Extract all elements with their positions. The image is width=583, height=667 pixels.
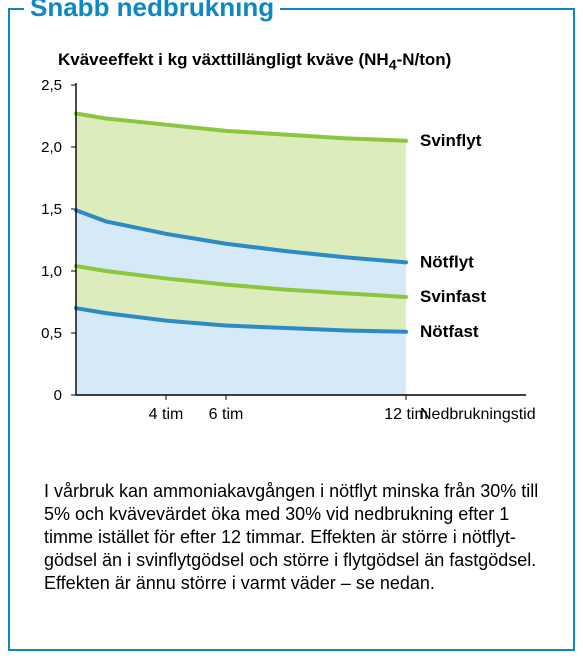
svg-text:1,5: 1,5 xyxy=(41,201,62,218)
series-label-svinfast: Svinfast xyxy=(420,287,486,306)
body-text: I vårbruk kan ammoniakavgången i nötflyt… xyxy=(44,480,544,595)
chart-title: Kväveeffekt i kg växttillängligt kväve (… xyxy=(58,50,555,73)
svg-text:2,0: 2,0 xyxy=(41,139,62,156)
svg-text:1,0: 1,0 xyxy=(41,263,62,280)
chart-title-main: Kväveeffekt i kg växttillängligt kväve (… xyxy=(58,50,389,69)
chart-svg: 0 0,5 1,0 1,5 2,0 2,5 Svinflyt Nötflyt Svinfast N… xyxy=(30,79,555,449)
chart-container: Kväveeffekt i kg växttillängligt kväve (… xyxy=(30,50,555,450)
x-axis-label: Nedbrukningstid xyxy=(420,406,536,423)
svg-text:0,5: 0,5 xyxy=(41,325,62,342)
info-frame: Snabb nedbrukning Kväveeffekt i kg växtt… xyxy=(8,8,575,651)
x-tick-label: 6 tim xyxy=(209,406,244,423)
series-label-nötfast: Nötfast xyxy=(420,322,479,341)
chart-title-sub: 4 xyxy=(389,57,397,73)
frame-title: Snabb nedbrukning xyxy=(24,0,280,23)
series-label-nötflyt: Nötflyt xyxy=(420,253,474,272)
x-tick-label: 4 tim xyxy=(149,406,184,423)
series-label-svinflyt: Svinflyt xyxy=(420,131,482,150)
svg-text:0: 0 xyxy=(54,387,62,404)
chart-title-tail: -N/ton) xyxy=(397,50,452,69)
svg-text:2,5: 2,5 xyxy=(41,79,62,94)
